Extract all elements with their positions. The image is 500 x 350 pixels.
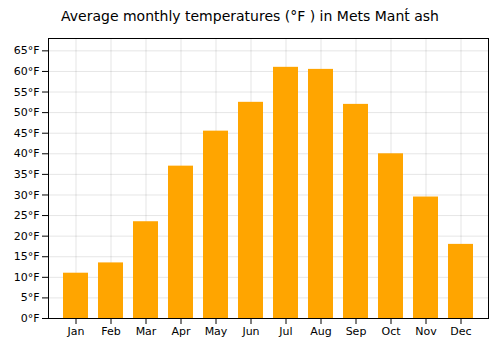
- svg-text:60°F: 60°F: [14, 65, 40, 78]
- svg-text:May: May: [205, 325, 228, 338]
- svg-text:10°F: 10°F: [14, 271, 40, 284]
- html-text:Average monthly temperatures (: Average monthly temperatures (°F ) in Me…: [61, 8, 439, 24]
- svg-text:50°F: 50°F: [14, 106, 40, 119]
- svg-text:Jun: Jun: [241, 325, 259, 338]
- svg-text:40°F: 40°F: [14, 147, 40, 160]
- svg-text:65°F: 65°F: [14, 44, 40, 57]
- svg-text:Dec: Dec: [450, 325, 471, 338]
- svg-text:35°F: 35°F: [14, 168, 40, 181]
- svg-text:Apr: Apr: [171, 325, 191, 338]
- svg-text:Mar: Mar: [136, 325, 157, 338]
- svg-text:Nov: Nov: [415, 325, 437, 338]
- svg-text:Jan: Jan: [67, 325, 85, 338]
- svg-text:30°F: 30°F: [14, 188, 40, 201]
- svg-text:5°F: 5°F: [21, 291, 40, 304]
- svg-text:25°F: 25°F: [14, 209, 40, 222]
- svg-text:Jul: Jul: [278, 325, 292, 338]
- svg-text:55°F: 55°F: [14, 86, 40, 99]
- svg-text:20°F: 20°F: [14, 230, 40, 243]
- svg-text:Sep: Sep: [346, 325, 367, 338]
- svg-text:Aug: Aug: [310, 325, 331, 338]
- svg-text:15°F: 15°F: [14, 250, 40, 263]
- svg-text:0°F: 0°F: [21, 312, 40, 325]
- svg-text:45°F: 45°F: [14, 127, 40, 140]
- svg-text:Feb: Feb: [101, 325, 120, 338]
- svg-text:Oct: Oct: [381, 325, 401, 338]
